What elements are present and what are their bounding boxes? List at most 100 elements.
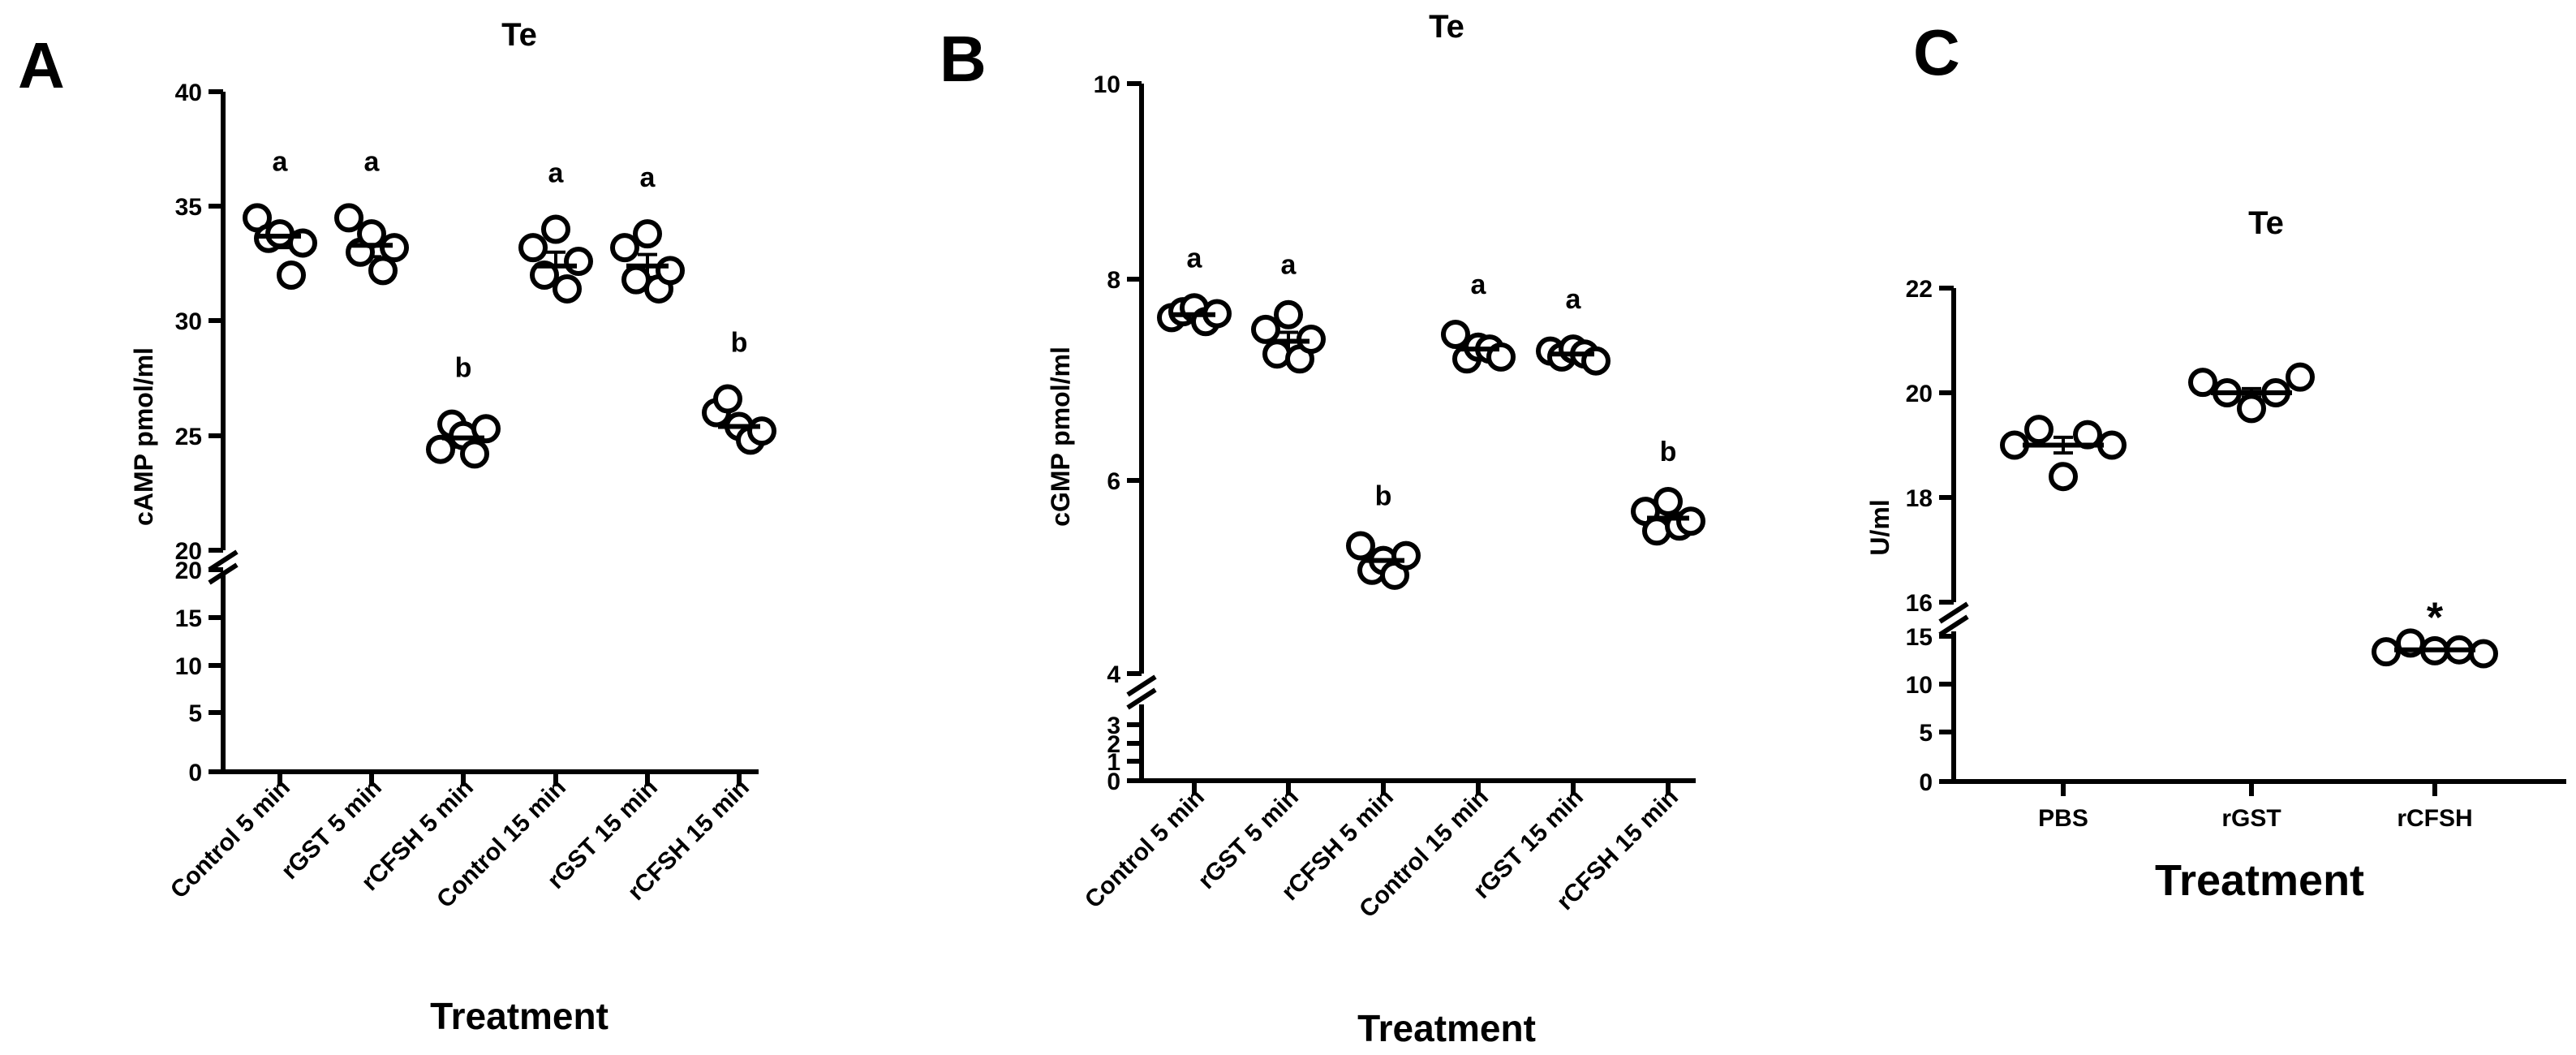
x-tick-label: Control 5 min bbox=[166, 774, 295, 904]
data-point bbox=[610, 233, 639, 263]
significance-label: a bbox=[1471, 269, 1487, 300]
data-point bbox=[633, 219, 662, 249]
data-point bbox=[553, 273, 582, 304]
y-tick-label: 40 bbox=[175, 80, 202, 106]
data-point bbox=[1346, 531, 1375, 561]
y-tick-label: 3 bbox=[1107, 713, 1120, 739]
data-point bbox=[564, 247, 593, 277]
y-tick-label: 20 bbox=[175, 538, 202, 565]
data-point bbox=[541, 214, 570, 244]
data-point bbox=[2049, 462, 2078, 492]
y-tick-label: 6 bbox=[1107, 468, 1120, 495]
y-tick-label: 16 bbox=[1906, 590, 1933, 617]
data-point bbox=[1676, 506, 1705, 536]
x-tick-label: Control 5 min bbox=[1080, 784, 1210, 914]
panel-a-y-axis-label: cAMP pmol/ml bbox=[129, 347, 158, 526]
data-point bbox=[2286, 362, 2315, 392]
significance-label: a bbox=[548, 158, 565, 189]
data-point bbox=[368, 256, 398, 286]
panel-c-x-ticks: PBS rGST rCFSH bbox=[2038, 782, 2473, 832]
data-point bbox=[1251, 314, 1280, 344]
y-tick-label: 5 bbox=[1919, 720, 1933, 747]
x-tick-label: rCFSH bbox=[2397, 805, 2472, 832]
panel-c-x-axis-label: Treatment bbox=[2155, 856, 2364, 905]
panel-b-marks: a a b a a b bbox=[1157, 243, 1705, 590]
y-tick-label: 30 bbox=[175, 308, 202, 335]
data-point bbox=[334, 203, 363, 233]
panel-c-y-ticks: 0 5 10 15 16 18 20 22 bbox=[1906, 276, 1954, 796]
panel-b-title: Te bbox=[1429, 9, 1464, 45]
panel-a-title: Te bbox=[501, 17, 537, 53]
data-point bbox=[460, 439, 489, 469]
data-point bbox=[2469, 639, 2498, 669]
data-point bbox=[1391, 540, 1421, 571]
panel-b-axes bbox=[1126, 84, 1696, 783]
significance-label: b bbox=[1375, 480, 1392, 511]
panel-c-title: Te bbox=[2248, 205, 2284, 241]
data-point bbox=[1262, 339, 1292, 369]
panel-a-x-axis-label: Treatment bbox=[430, 995, 609, 1037]
y-tick-label: 20 bbox=[175, 558, 202, 584]
y-tick-label: 8 bbox=[1107, 267, 1120, 294]
x-tick-label: rGST bbox=[2221, 805, 2281, 832]
significance-label: b bbox=[731, 328, 748, 359]
data-point bbox=[2024, 415, 2053, 445]
data-point bbox=[1441, 319, 1470, 349]
y-tick-label: 0 bbox=[1919, 769, 1933, 796]
y-tick-label: 5 bbox=[188, 700, 202, 727]
data-point bbox=[1654, 486, 1683, 516]
data-point bbox=[656, 256, 685, 286]
significance-label: b bbox=[455, 353, 472, 384]
significance-label: a bbox=[1281, 250, 1297, 281]
panel-letter-b: B bbox=[940, 23, 987, 95]
panel-letter-a: A bbox=[18, 29, 65, 101]
significance-label: a bbox=[640, 162, 656, 193]
y-tick-label: 0 bbox=[1107, 769, 1120, 795]
panel-c-axes bbox=[1938, 288, 2566, 784]
panel-b-x-axis-label: Treatment bbox=[1357, 1007, 1536, 1049]
panel-b-y-axis-label: cGMP pmol/ml bbox=[1046, 347, 1075, 527]
significance-label: a bbox=[364, 146, 381, 177]
data-point bbox=[2188, 368, 2217, 398]
y-tick-label: 2 bbox=[1107, 731, 1120, 758]
data-point bbox=[357, 219, 386, 249]
data-point bbox=[471, 414, 501, 444]
y-tick-label: 15 bbox=[1906, 624, 1933, 651]
panel-letter-c: C bbox=[1913, 16, 1960, 88]
y-tick-label: 10 bbox=[1906, 672, 1933, 699]
data-point bbox=[713, 384, 742, 414]
y-tick-label: 4 bbox=[1107, 661, 1120, 688]
y-tick-label: 15 bbox=[175, 605, 202, 632]
y-tick-label: 1 bbox=[1107, 749, 1120, 776]
data-point bbox=[277, 261, 306, 290]
data-point bbox=[426, 434, 455, 464]
y-tick-label: 25 bbox=[175, 424, 202, 450]
data-point bbox=[2237, 394, 2266, 424]
y-tick-label: 35 bbox=[175, 194, 202, 221]
data-point bbox=[530, 261, 559, 290]
x-tick-label: PBS bbox=[2038, 805, 2088, 832]
significance-label: b bbox=[1660, 437, 1677, 467]
data-point bbox=[747, 416, 776, 446]
y-tick-label: 10 bbox=[175, 653, 202, 680]
significance-label: * bbox=[2427, 594, 2444, 641]
significance-label: a bbox=[1187, 243, 1203, 273]
panel-a-marks: a a b a a b bbox=[243, 146, 776, 469]
panel-c-marks: * bbox=[2000, 362, 2498, 669]
significance-label: a bbox=[1566, 284, 1582, 315]
data-point bbox=[1642, 516, 1671, 546]
y-tick-label: 18 bbox=[1906, 485, 1933, 512]
y-tick-label: 0 bbox=[188, 760, 202, 786]
y-tick-label: 22 bbox=[1906, 276, 1933, 303]
y-tick-label: 10 bbox=[1094, 71, 1120, 98]
y-tick-label: 20 bbox=[1906, 381, 1933, 407]
significance-label: a bbox=[273, 146, 289, 177]
